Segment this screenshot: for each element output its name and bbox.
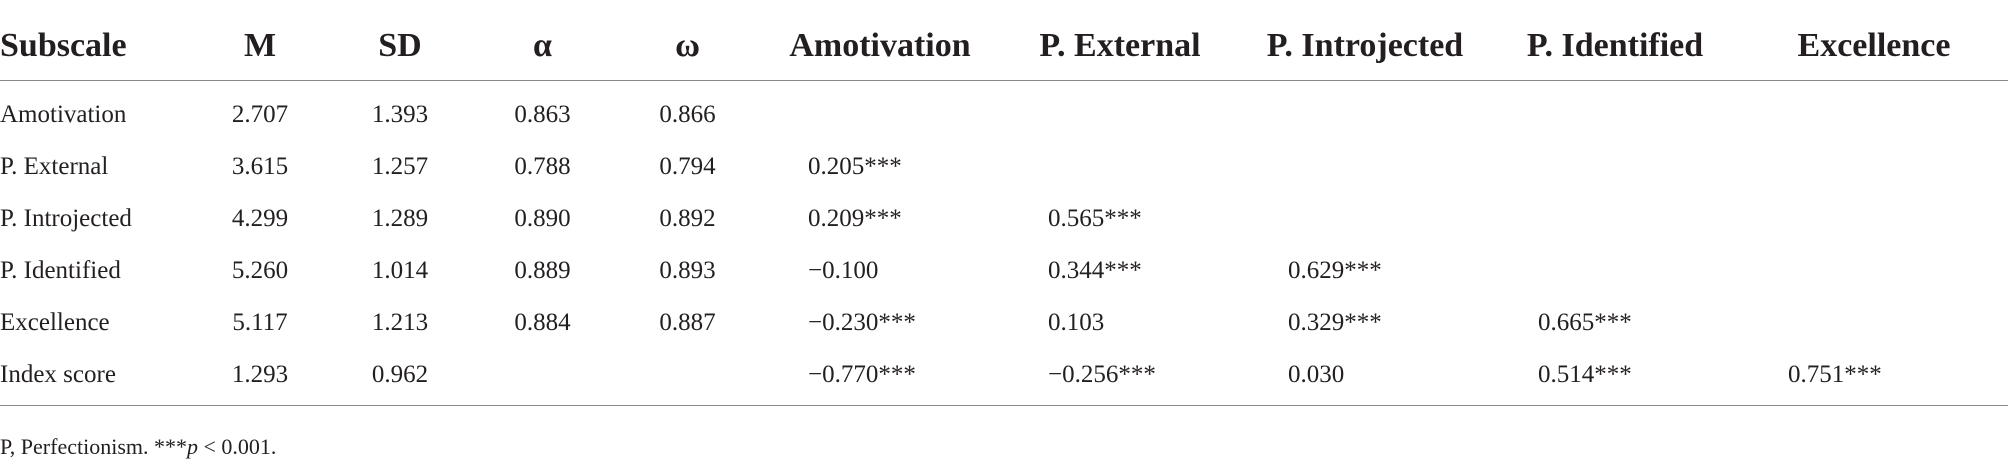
- cell-sd: 0.962: [330, 349, 470, 406]
- cell-subscale: P. Identified: [0, 257, 121, 284]
- cell-p-external: 0.103: [1048, 309, 1105, 336]
- cell-p-identified: [1490, 141, 1740, 193]
- cell-p-identified: [1490, 81, 1740, 142]
- cell-amotivation: −0.770***: [760, 349, 1000, 406]
- cell-m: 3.615: [231, 153, 289, 180]
- cell-p-introjected: 0.329***: [1288, 309, 1382, 336]
- cell-alpha: 0.884: [514, 309, 571, 336]
- cell-sd: 1.213: [371, 309, 429, 336]
- header-p-identified: P. Identified: [1490, 12, 1740, 81]
- cell-m: 1.293: [190, 349, 330, 406]
- cell-p-external: [1000, 81, 1240, 142]
- cell-p-introjected: [1240, 193, 1490, 245]
- table-header: Subscale M SD α ω Amotivation P. Externa…: [0, 12, 2008, 81]
- cell-omega: 0.893: [659, 257, 716, 284]
- table-row: Index score 1.293 0.962 −0.770*** −0.256…: [0, 349, 2008, 406]
- cell-p-identified: 0.665***: [1538, 309, 1632, 336]
- cell-p-external: [1000, 141, 1240, 193]
- cell-amotivation: [760, 81, 1000, 142]
- header-sd: SD: [330, 12, 470, 81]
- header-m: M: [190, 12, 330, 81]
- table-footnote: P, Perfectionism. ***p < 0.001.: [0, 434, 276, 460]
- cell-omega: 0.892: [659, 205, 716, 232]
- cell-subscale: Amotivation: [0, 101, 127, 128]
- cell-amotivation: −0.100: [808, 257, 879, 284]
- header-omega: ω: [615, 12, 760, 81]
- cell-excellence: [1740, 193, 2008, 245]
- cell-alpha: 0.788: [514, 153, 571, 180]
- cell-subscale: Excellence: [0, 309, 110, 336]
- cell-p-identified: 0.514***: [1490, 349, 1740, 406]
- cell-alpha: 0.889: [514, 257, 571, 284]
- cell-p-introjected: [1240, 141, 1490, 193]
- header-amotivation: Amotivation: [760, 12, 1000, 81]
- footnote-prefix: P, Perfectionism. ***: [0, 434, 187, 459]
- cell-excellence: 0.751***: [1740, 349, 2008, 406]
- cell-amotivation: 0.205***: [808, 153, 902, 180]
- cell-p-identified: [1490, 245, 1740, 297]
- cell-omega: 0.794: [659, 153, 716, 180]
- table-row: P. External 3.615 1.257 0.788 0.794 0.20…: [0, 141, 2008, 193]
- table-row: P. Identified 5.260 1.014 0.889 0.893 −0…: [0, 245, 2008, 297]
- cell-subscale: P. External: [0, 153, 109, 180]
- cell-sd: 1.393: [371, 101, 429, 128]
- cell-omega: 0.887: [659, 309, 716, 336]
- header-p-introjected: P. Introjected: [1240, 12, 1490, 81]
- cell-subscale: Index score: [0, 349, 190, 406]
- cell-amotivation: −0.230***: [808, 309, 916, 336]
- table-row: Excellence 5.117 1.213 0.884 0.887 −0.23…: [0, 297, 2008, 349]
- cell-omega: [615, 349, 760, 406]
- cell-p-external: 0.565***: [1048, 205, 1142, 232]
- cell-excellence: [1740, 297, 2008, 349]
- cell-p-external: −0.256***: [1000, 349, 1240, 406]
- cell-excellence: [1740, 81, 2008, 142]
- table-row: P. Introjected 4.299 1.289 0.890 0.892 0…: [0, 193, 2008, 245]
- cell-p-introjected: 0.030: [1240, 349, 1490, 406]
- table-row: Amotivation 2.707 1.393 0.863 0.866: [0, 81, 2008, 142]
- descriptive-statistics-table: Subscale M SD α ω Amotivation P. Externa…: [0, 12, 2008, 406]
- table-body: Amotivation 2.707 1.393 0.863 0.866 P. E…: [0, 81, 2008, 406]
- footnote-suffix: < 0.001.: [198, 434, 277, 459]
- cell-omega: 0.866: [659, 101, 716, 128]
- cell-alpha: 0.863: [514, 101, 571, 128]
- cell-p-introjected: [1240, 81, 1490, 142]
- cell-m: 2.707: [231, 101, 289, 128]
- cell-excellence: [1740, 245, 2008, 297]
- cell-p-external: 0.344***: [1048, 257, 1142, 284]
- cell-alpha: [470, 349, 615, 406]
- cell-p-introjected: 0.629***: [1288, 257, 1382, 284]
- cell-m: 5.117: [232, 309, 288, 336]
- header-p-external: P. External: [1000, 12, 1240, 81]
- cell-m: 5.260: [231, 257, 289, 284]
- cell-amotivation: 0.209***: [808, 205, 902, 232]
- cell-sd: 1.257: [371, 153, 429, 180]
- cell-p-identified: [1490, 193, 1740, 245]
- cell-subscale: P. Introjected: [0, 205, 132, 232]
- cell-alpha: 0.890: [514, 205, 571, 232]
- header-row: Subscale M SD α ω Amotivation P. Externa…: [0, 12, 2008, 81]
- header-alpha: α: [470, 12, 615, 81]
- cell-m: 4.299: [231, 205, 289, 232]
- header-excellence: Excellence: [1740, 12, 2008, 81]
- cell-sd: 1.289: [371, 205, 429, 232]
- header-subscale: Subscale: [0, 12, 190, 81]
- cell-excellence: [1740, 141, 2008, 193]
- cell-sd: 1.014: [371, 257, 429, 284]
- footnote-p-symbol: p: [187, 434, 198, 459]
